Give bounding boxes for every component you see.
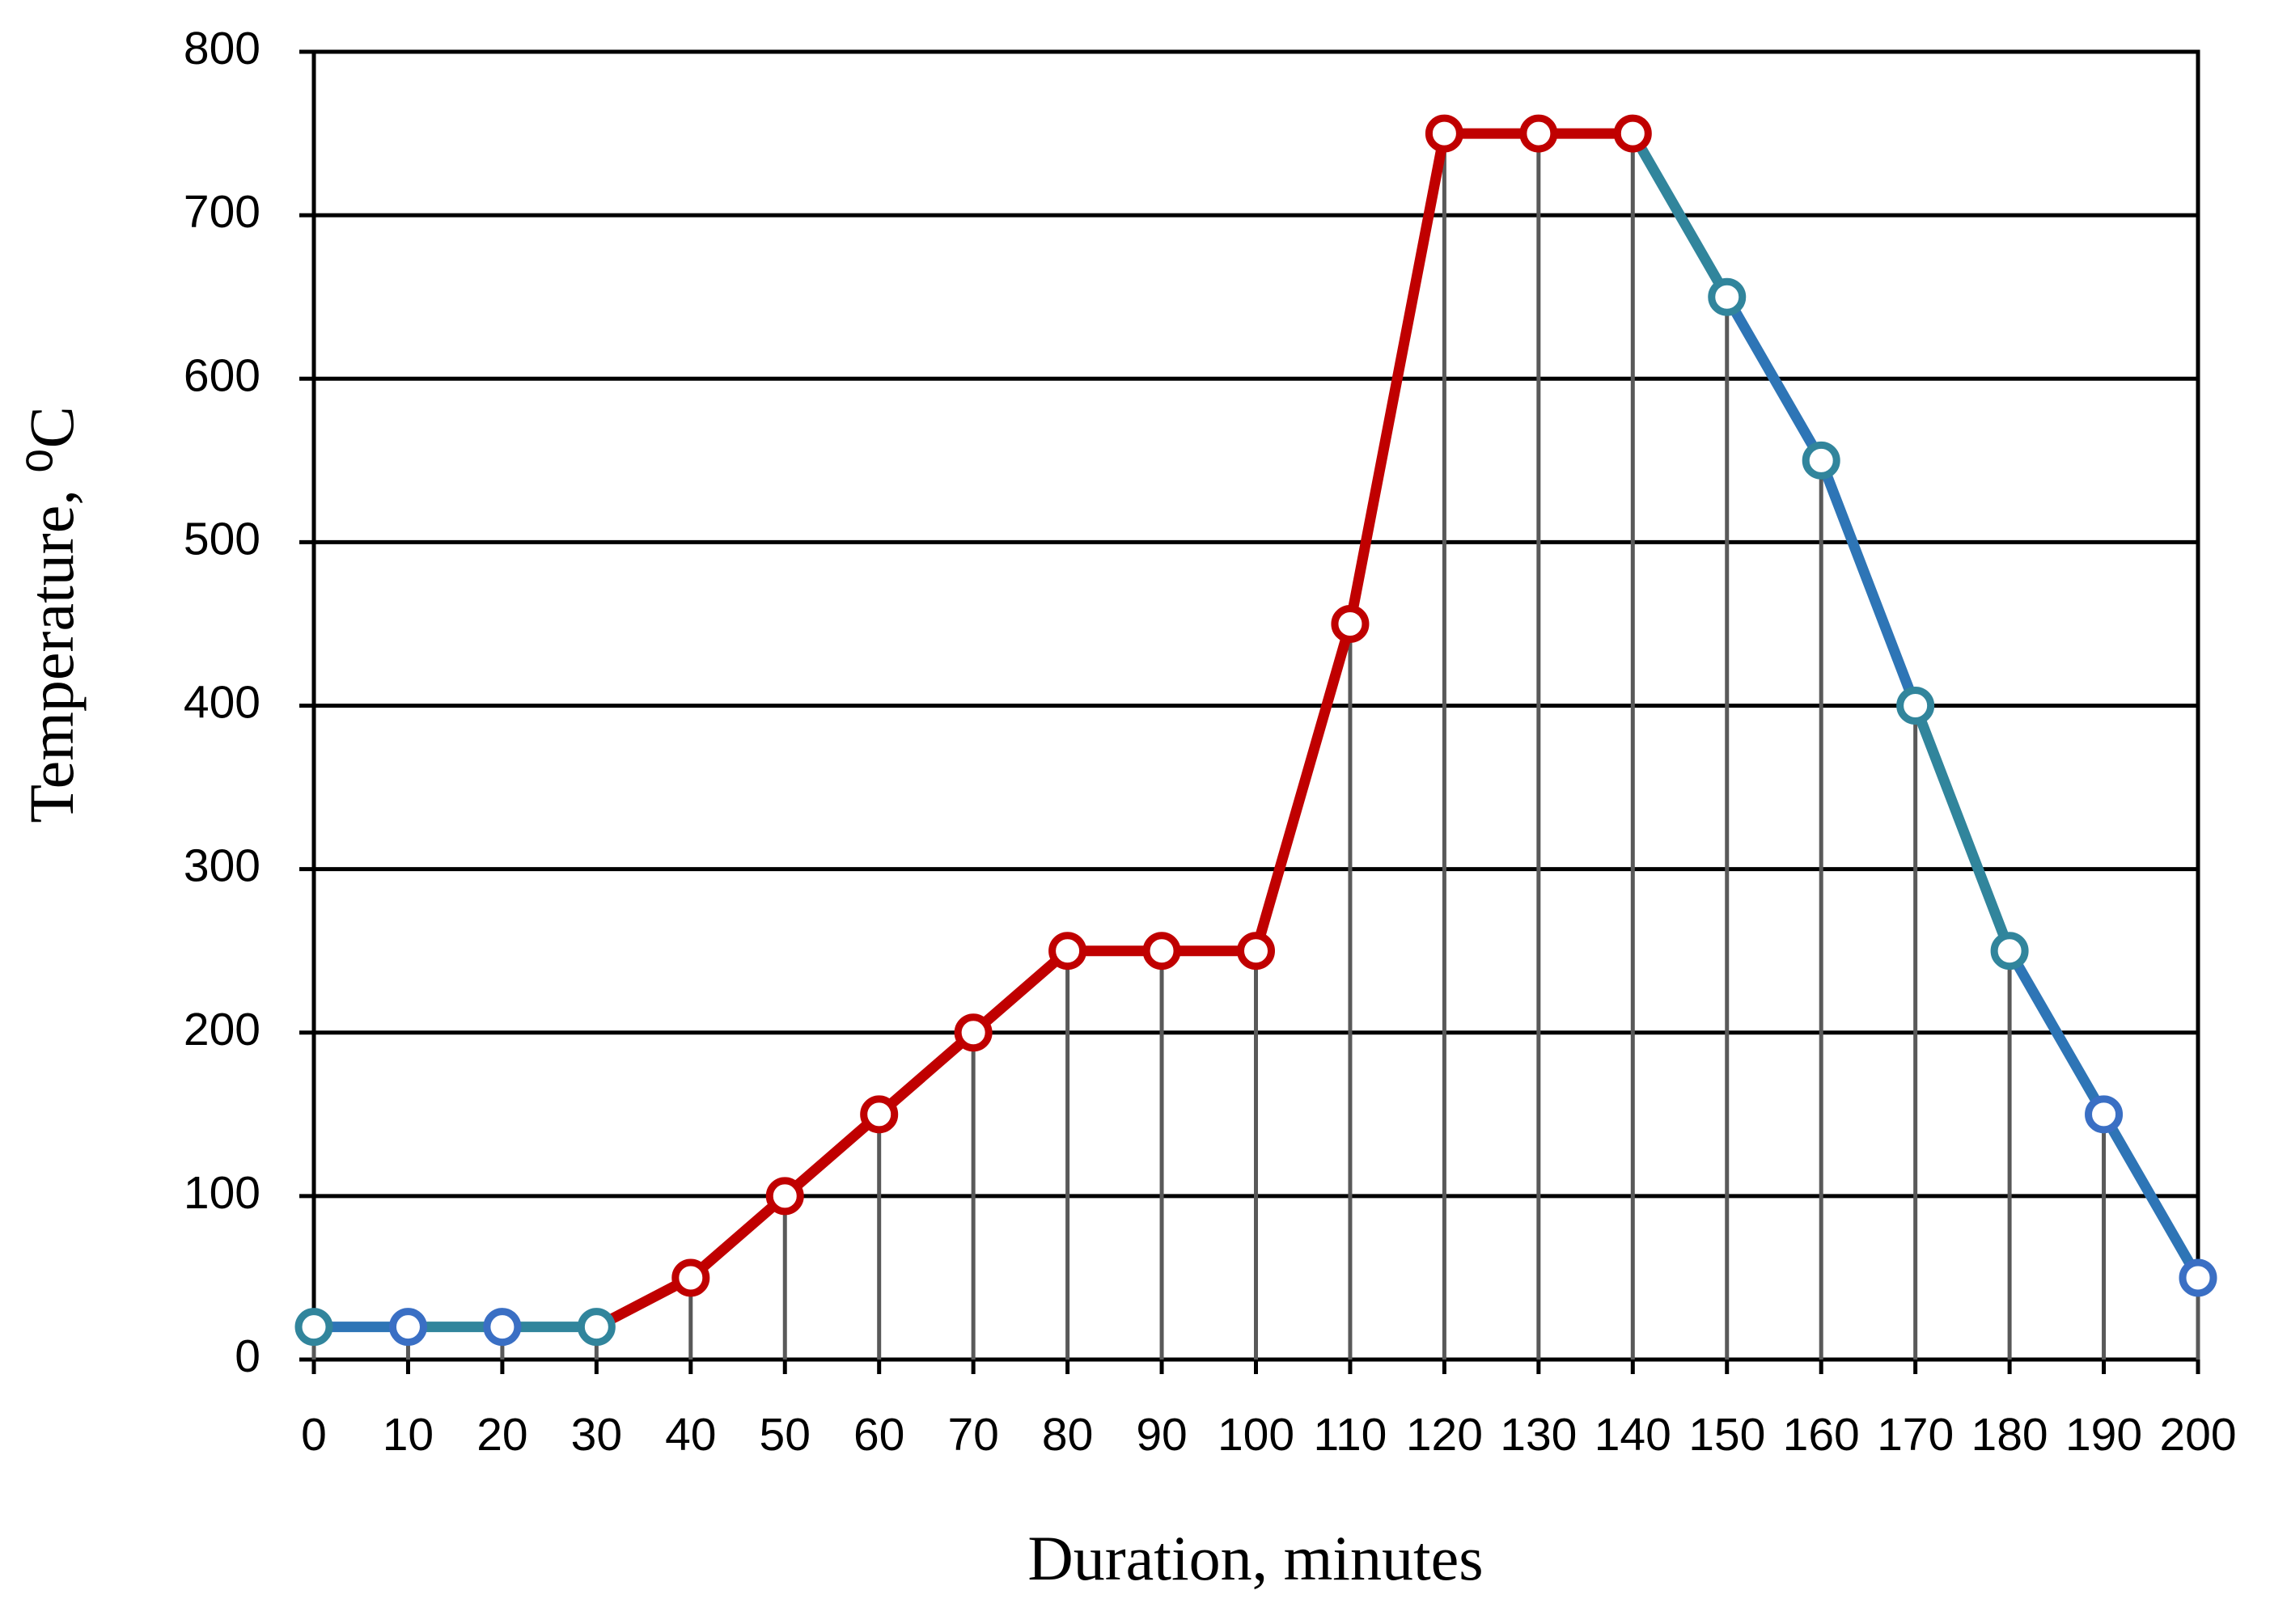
data-point <box>1519 114 1558 153</box>
x-tick-label: 110 <box>1314 1409 1387 1461</box>
line-segment <box>1815 455 1921 711</box>
line-segment <box>1627 128 1733 302</box>
data-point <box>765 1177 804 1216</box>
x-tick-label: 100 <box>1218 1409 1294 1461</box>
y-tick-label: 400 <box>184 677 260 729</box>
line-segment <box>1251 618 1356 957</box>
y-tick-label: 500 <box>184 513 260 565</box>
y-tick-label: 800 <box>184 23 260 74</box>
x-tick-label: 80 <box>1042 1409 1093 1461</box>
data-point <box>954 1013 993 1052</box>
data-point <box>1896 687 1935 725</box>
data-point <box>483 1308 522 1347</box>
x-tick-label: 120 <box>1406 1409 1483 1461</box>
line-segment <box>2004 945 2110 1120</box>
line-segment <box>1345 128 1450 629</box>
line-segment <box>2098 1109 2204 1284</box>
line-segment <box>685 1191 790 1284</box>
y-axis-title: Temperature, ⁰C <box>16 406 87 823</box>
y-tick-label: 300 <box>184 840 260 892</box>
x-tick-label: 170 <box>1877 1409 1954 1461</box>
x-tick-label: 130 <box>1500 1409 1577 1461</box>
x-tick-label: 150 <box>1688 1409 1765 1461</box>
data-point <box>1990 932 2029 971</box>
data-point <box>1142 932 1181 971</box>
data-point <box>2085 1095 2124 1134</box>
x-tick-label: 90 <box>1136 1409 1187 1461</box>
line-segment <box>1910 700 2015 957</box>
data-point <box>1048 932 1087 971</box>
x-tick-label: 50 <box>760 1409 811 1461</box>
x-tick-label: 140 <box>1595 1409 1671 1461</box>
x-axis-title: Duration, minutes <box>1027 1523 1483 1593</box>
x-tick-label: 190 <box>2065 1409 2142 1461</box>
data-point <box>671 1258 710 1297</box>
line-segment <box>1722 291 1827 466</box>
data-point <box>1802 441 1840 480</box>
y-tick-label: 600 <box>184 349 260 401</box>
x-tick-label: 70 <box>947 1409 998 1461</box>
line-segment <box>874 1027 979 1120</box>
x-tick-label: 60 <box>853 1409 904 1461</box>
data-point <box>1613 114 1652 153</box>
line-segment <box>968 945 1074 1038</box>
data-point <box>577 1308 616 1347</box>
x-tick-label: 0 <box>301 1409 327 1461</box>
y-tick-label: 200 <box>184 1004 260 1055</box>
x-tick-label: 20 <box>476 1409 527 1461</box>
x-tick-label: 160 <box>1783 1409 1860 1461</box>
x-tick-label: 40 <box>665 1409 716 1461</box>
data-point <box>1425 114 1463 153</box>
data-point <box>2179 1258 2217 1297</box>
line-segment <box>779 1109 885 1202</box>
data-point <box>1331 604 1370 643</box>
data-point <box>1708 277 1747 316</box>
data-point <box>294 1308 333 1347</box>
x-tick-label: 200 <box>2159 1409 2236 1461</box>
data-point <box>860 1095 899 1134</box>
x-tick-label: 180 <box>1971 1409 2048 1461</box>
y-tick-label: 100 <box>184 1167 260 1219</box>
data-point <box>388 1308 427 1347</box>
y-tick-label: 0 <box>235 1330 260 1382</box>
x-tick-label: 30 <box>571 1409 622 1461</box>
y-tick-label: 700 <box>184 186 260 238</box>
x-tick-label: 10 <box>383 1409 434 1461</box>
data-point <box>1237 932 1275 971</box>
